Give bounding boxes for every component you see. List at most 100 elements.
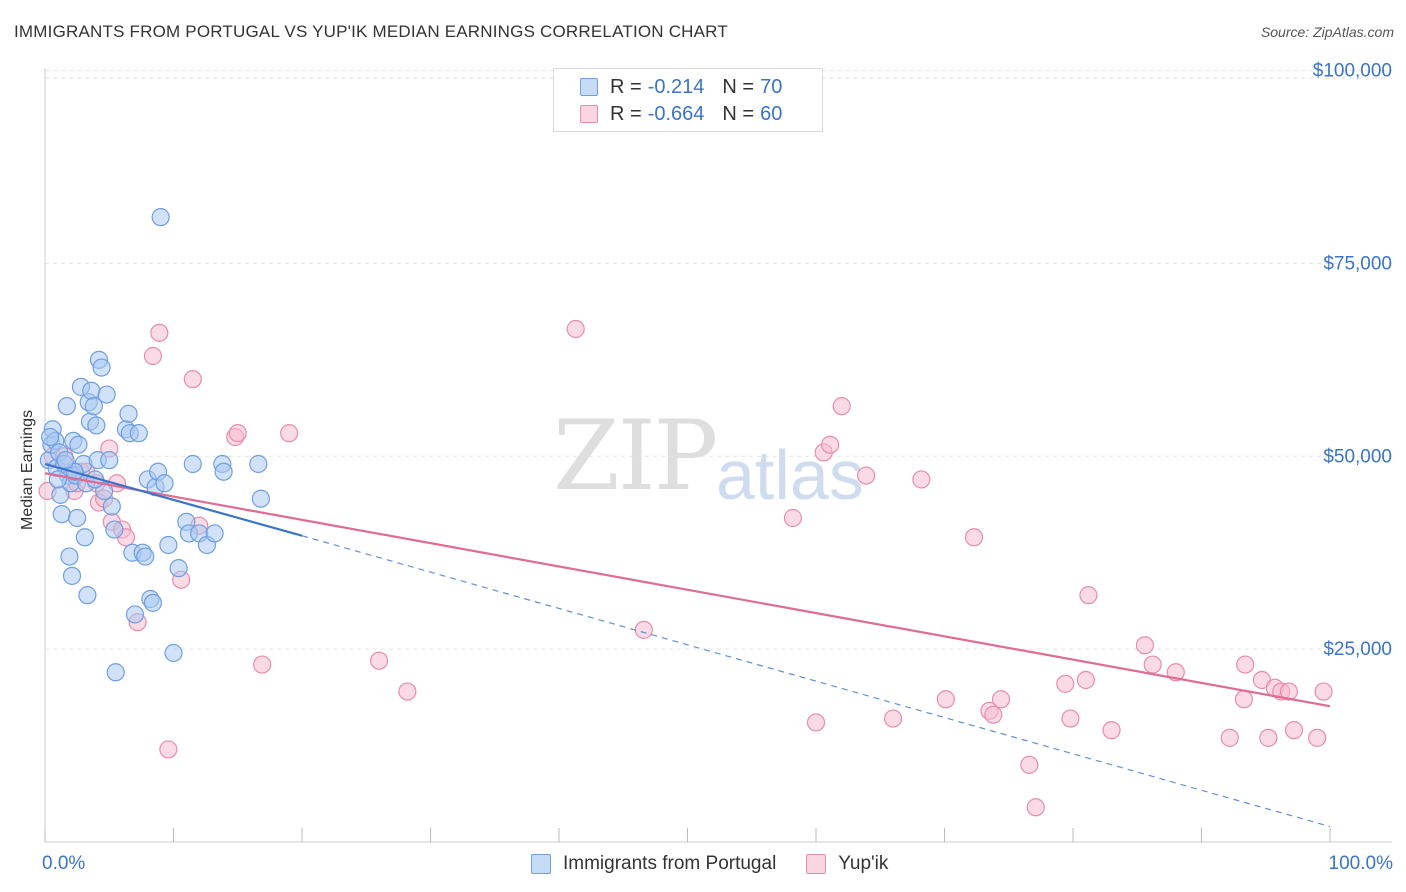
portugal-point bbox=[249, 454, 268, 474]
yupik-point bbox=[150, 323, 169, 342]
portugal-point bbox=[125, 605, 145, 624]
yupik-point bbox=[1076, 670, 1095, 690]
yupik-point bbox=[1236, 655, 1255, 674]
yupik-point bbox=[964, 528, 984, 547]
portugal-point bbox=[102, 497, 121, 516]
yupik-point bbox=[1314, 682, 1333, 701]
portugal-point bbox=[60, 547, 79, 566]
portugal-point bbox=[41, 427, 60, 447]
portugal-point bbox=[183, 454, 202, 474]
portugal-point bbox=[143, 593, 163, 612]
yupik-point bbox=[143, 346, 163, 366]
series-legend: Immigrants from Portugal Yup'ik bbox=[531, 851, 918, 877]
yupik-point bbox=[912, 470, 931, 489]
r-value-portugal: -0.214 bbox=[647, 75, 705, 98]
legend-item-yupik: Yup'ik bbox=[806, 853, 888, 875]
yupik-point bbox=[832, 397, 851, 416]
portugal-point bbox=[105, 520, 124, 539]
y-tick-label-25000: $25,000 bbox=[1323, 639, 1392, 660]
yupik-point bbox=[857, 466, 876, 485]
legend-swatch-portugal bbox=[531, 854, 551, 874]
yupik-point bbox=[228, 424, 247, 443]
yupik-point bbox=[280, 424, 299, 443]
portugal-point bbox=[164, 643, 183, 663]
portugal-point bbox=[84, 397, 103, 416]
yupik-point bbox=[783, 508, 802, 528]
watermark-atlas: atlas bbox=[716, 436, 864, 514]
yupik-point bbox=[883, 709, 903, 728]
n-label: N = bbox=[722, 75, 755, 98]
portugal-point bbox=[52, 505, 71, 524]
yupik-point bbox=[398, 682, 417, 701]
yupik-point bbox=[1220, 728, 1239, 747]
n-value-yupik: 60 bbox=[760, 102, 783, 125]
portugal-point bbox=[68, 508, 87, 528]
source-label: Source: ZipAtlas.com bbox=[1260, 24, 1394, 40]
yupik-point bbox=[1020, 755, 1039, 774]
portugal-point bbox=[82, 381, 101, 400]
portugal-trend-extension bbox=[301, 535, 1331, 828]
r-label: R = bbox=[610, 75, 642, 98]
yupik-point bbox=[253, 655, 272, 674]
r-value-yupik: -0.664 bbox=[647, 102, 705, 125]
portugal-point bbox=[78, 586, 97, 605]
x-tick-label-min: 0.0% bbox=[42, 853, 85, 874]
yupik-swatch bbox=[580, 105, 598, 123]
portugal-point bbox=[100, 451, 119, 470]
r-label: R = bbox=[610, 102, 642, 125]
yupik-point bbox=[1026, 798, 1045, 817]
portugal-point bbox=[136, 547, 155, 566]
portugal-trend-line bbox=[44, 462, 303, 537]
portugal-point bbox=[205, 524, 224, 543]
portugal-point bbox=[251, 489, 270, 508]
yupik-point bbox=[806, 713, 826, 732]
portugal-point bbox=[159, 535, 178, 555]
portugal-point bbox=[69, 435, 88, 454]
stats-legend-row-yupik: R = -0.664 N = 60 bbox=[580, 101, 782, 127]
stats-legend: R = -0.214 N = 70 R = -0.664 N = 60 bbox=[553, 68, 823, 132]
legend-item-portugal: Immigrants from Portugal bbox=[531, 853, 776, 875]
yupik-point bbox=[370, 651, 389, 670]
x-tick-label-max: 100.0% bbox=[1329, 853, 1394, 874]
portugal-point bbox=[129, 424, 148, 443]
portugal-point bbox=[106, 663, 125, 682]
yupik-point bbox=[1143, 655, 1162, 674]
portugal-point bbox=[151, 208, 170, 227]
yupik-point bbox=[991, 690, 1011, 709]
portugal-point bbox=[169, 559, 188, 578]
stats-legend-row-portugal: R = -0.214 N = 70 bbox=[580, 74, 782, 100]
yupik-point bbox=[1135, 636, 1155, 655]
yupik-point bbox=[634, 620, 653, 639]
n-label: N = bbox=[722, 102, 755, 125]
legend-label-portugal: Immigrants from Portugal bbox=[563, 853, 777, 874]
portugal-point bbox=[75, 528, 94, 547]
portugal-point bbox=[62, 566, 82, 585]
portugal-point bbox=[214, 462, 233, 481]
yupik-point bbox=[1234, 690, 1254, 709]
portugal-point bbox=[92, 358, 111, 377]
yupik-point bbox=[183, 370, 202, 389]
portugal-point bbox=[97, 385, 116, 404]
yupik-point bbox=[821, 435, 840, 454]
yupik-point bbox=[1079, 586, 1098, 605]
yupik-point bbox=[159, 740, 178, 759]
yupik-point bbox=[1061, 709, 1080, 728]
y-tick-label-75000: $75,000 bbox=[1323, 253, 1392, 274]
watermark-zip: ZIP bbox=[553, 400, 718, 512]
legend-swatch-yupik bbox=[806, 854, 827, 874]
legend-label-yupik: Yup'ik bbox=[838, 853, 889, 874]
y-tick-label-50000: $50,000 bbox=[1323, 446, 1392, 467]
portugal-point bbox=[87, 416, 106, 435]
portugal-point bbox=[56, 451, 75, 470]
yupik-point bbox=[936, 690, 955, 709]
portugal-swatch bbox=[580, 78, 598, 96]
yupik-trend-line bbox=[44, 472, 1331, 708]
yupik-point bbox=[1056, 674, 1075, 693]
portugal-point bbox=[119, 404, 138, 423]
yupik-point bbox=[1308, 728, 1327, 747]
yupik-point bbox=[1279, 682, 1298, 701]
portugal-point bbox=[57, 397, 76, 416]
yupik-point bbox=[1102, 721, 1121, 740]
chart-title: IMMIGRANTS FROM PORTUGAL VS YUP'IK MEDIA… bbox=[14, 22, 728, 41]
